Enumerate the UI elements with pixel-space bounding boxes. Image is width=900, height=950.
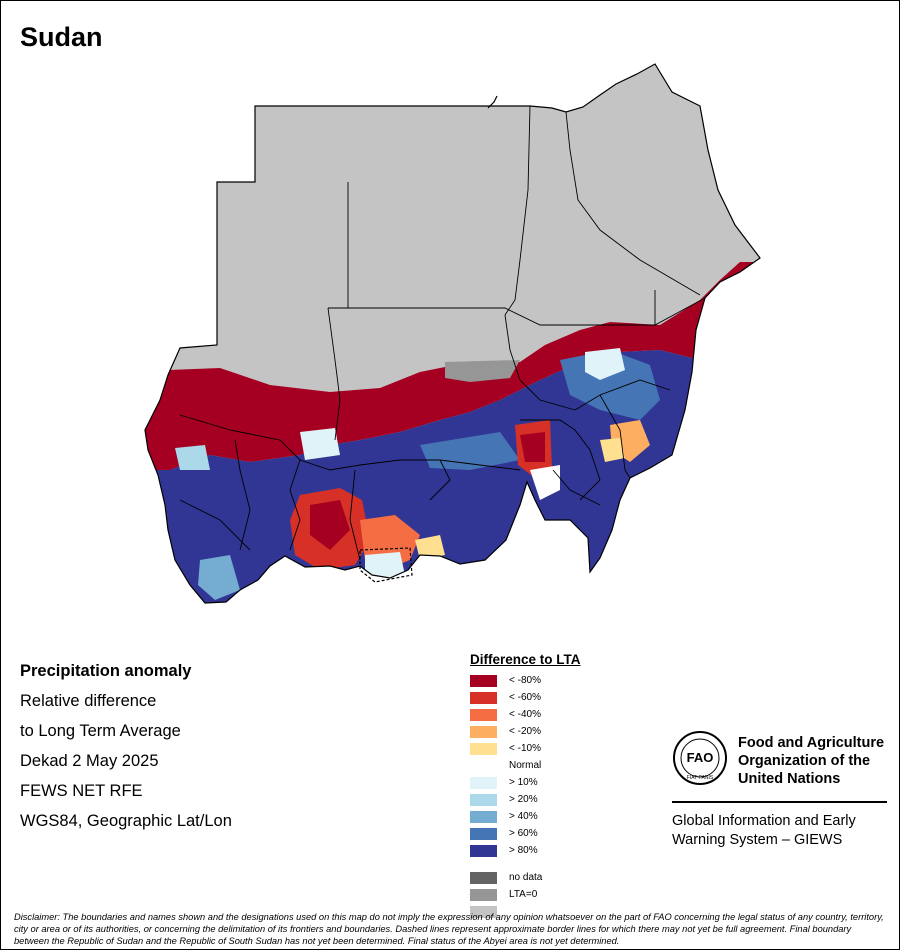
legend-swatch	[470, 691, 497, 704]
legend-item	[470, 903, 581, 920]
legend-item: < -20%	[470, 723, 581, 740]
legend-label: < -60%	[509, 692, 541, 703]
legend-item: LTA=0	[470, 886, 581, 903]
legend-swatch	[470, 776, 497, 789]
legend-swatch	[470, 844, 497, 857]
legend-label: no data	[509, 872, 543, 883]
state-boundaries	[179, 105, 706, 561]
legend: Difference to LTA < -80% < -60% < -40% < -2…	[470, 652, 581, 920]
info-line: to Long Term Average	[20, 722, 181, 740]
svg-text:FAO: FAO	[687, 750, 714, 765]
legend-label: Normal	[509, 760, 542, 771]
legend-label: > 60%	[509, 828, 538, 839]
legend-item: no data	[470, 869, 581, 886]
giews-label: Global Information and Early Warning Sys…	[672, 813, 856, 848]
legend-item: > 80%	[470, 842, 581, 859]
legend-label: > 10%	[509, 777, 538, 788]
fao-name: Food and Agriculture Organization of the…	[738, 735, 885, 787]
info-date: Dekad 2 May 2025	[20, 752, 159, 770]
info-projection: WGS84, Geographic Lat/Lon	[20, 812, 232, 830]
legend-item: < -40%	[470, 706, 581, 723]
legend-label: > 20%	[509, 794, 538, 805]
legend-swatch	[470, 725, 497, 738]
disclaimer: Disclaimer: The boundaries and names sho…	[14, 912, 884, 946]
legend-item: < -10%	[470, 740, 581, 757]
legend-label: > 80%	[509, 845, 538, 856]
svg-text:FIAT PANIS: FIAT PANIS	[687, 775, 714, 781]
info-line: Relative difference	[20, 692, 157, 710]
info-block: Precipitation anomaly Relative differenc…	[20, 656, 232, 836]
legend-swatch	[470, 871, 497, 884]
legend-swatch	[470, 742, 497, 755]
legend-item: Normal	[470, 757, 581, 774]
legend-swatch	[470, 905, 497, 918]
legend-item: > 10%	[470, 774, 581, 791]
legend-swatch	[470, 793, 497, 806]
legend-item: > 60%	[470, 825, 581, 842]
coast-fragment	[487, 95, 498, 109]
legend-swatch	[470, 888, 497, 901]
legend-label: LTA=0	[509, 889, 538, 900]
fao-logo-icon: FAO FIAT PANIS	[673, 731, 727, 785]
legend-item: > 40%	[470, 808, 581, 825]
legend-swatch	[470, 708, 497, 721]
legend-label: < -10%	[509, 743, 541, 754]
legend-label: > 40%	[509, 811, 538, 822]
legend-item: < -60%	[470, 689, 581, 706]
legend-swatch	[470, 827, 497, 840]
sudan-anomaly-map	[144, 63, 761, 604]
legend-swatch	[470, 810, 497, 823]
legend-label: < -40%	[509, 709, 541, 720]
legend-label: < -20%	[509, 726, 541, 737]
legend-item: < -80%	[470, 672, 581, 689]
info-source: FEWS NET RFE	[20, 782, 143, 800]
divider	[672, 801, 887, 803]
legend-item: > 20%	[470, 791, 581, 808]
legend-label: < -80%	[509, 675, 541, 686]
info-heading: Precipitation anomaly	[20, 662, 192, 680]
legend-swatch	[470, 760, 497, 772]
legend-title: Difference to LTA	[470, 652, 581, 667]
map-title: Sudan	[20, 22, 103, 52]
legend-swatch	[470, 674, 497, 687]
